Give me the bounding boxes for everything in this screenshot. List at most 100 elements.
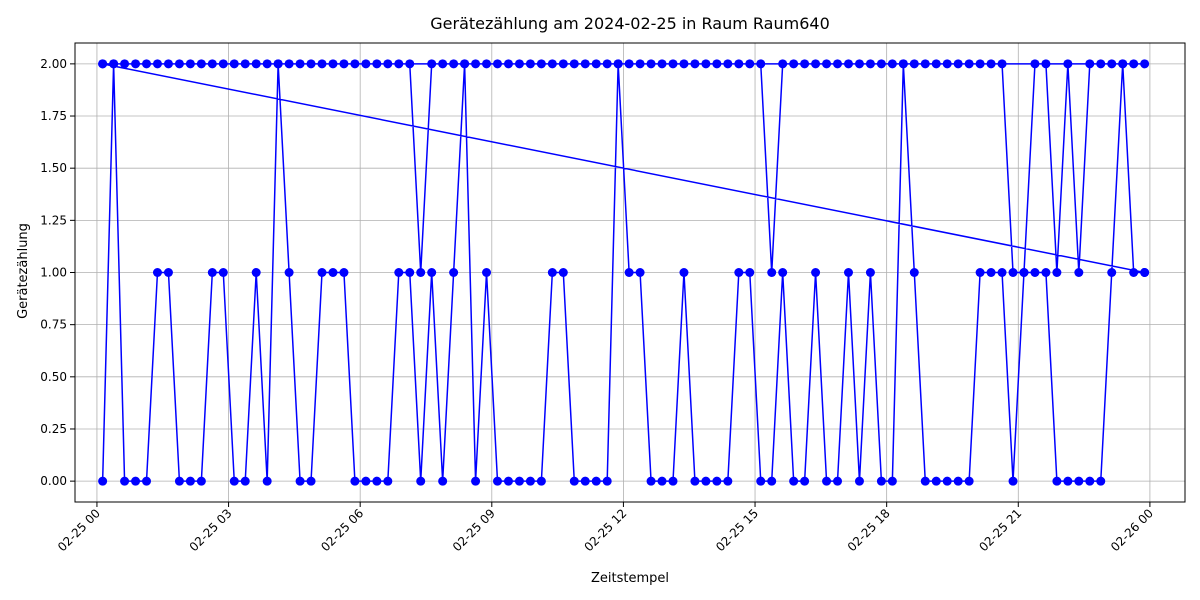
- data-point: [109, 59, 119, 69]
- data-point: [778, 59, 788, 69]
- data-point: [613, 59, 623, 69]
- data-point: [833, 476, 843, 486]
- data-point: [745, 268, 755, 277]
- data-point: [229, 476, 239, 486]
- data-point: [427, 268, 437, 277]
- data-point: [876, 476, 886, 486]
- data-point: [569, 476, 579, 486]
- data-point: [1052, 268, 1062, 277]
- data-point: [887, 59, 897, 69]
- data-point: [635, 268, 645, 277]
- data-point: [854, 476, 864, 486]
- data-point: [756, 59, 766, 69]
- data-point: [328, 268, 338, 277]
- data-point: [591, 59, 601, 69]
- data-point: [646, 476, 656, 486]
- data-point: [163, 59, 173, 69]
- data-point: [427, 59, 437, 69]
- y-tick-label: 1.50: [40, 161, 67, 175]
- data-point: [449, 59, 459, 69]
- data-point: [920, 476, 930, 486]
- data-point: [843, 59, 853, 69]
- data-point: [690, 476, 700, 486]
- data-point: [833, 59, 843, 69]
- data-point: [822, 476, 832, 486]
- data-point: [975, 268, 985, 277]
- data-point: [174, 59, 184, 69]
- chart-title: Gerätezählung am 2024-02-25 in Raum Raum…: [430, 14, 830, 33]
- data-point: [1096, 476, 1106, 486]
- data-point: [493, 59, 502, 69]
- data-point: [679, 268, 689, 277]
- data-point: [317, 268, 327, 277]
- data-point: [1085, 59, 1095, 69]
- data-point: [482, 59, 492, 69]
- data-point: [1063, 59, 1073, 69]
- data-point: [339, 268, 349, 277]
- data-point: [865, 268, 875, 277]
- data-point: [1140, 268, 1150, 277]
- data-point: [734, 59, 744, 69]
- data-point: [328, 59, 338, 69]
- data-point: [196, 476, 206, 486]
- data-point: [1030, 59, 1040, 69]
- data-point: [602, 59, 612, 69]
- data-point: [131, 59, 141, 69]
- data-point: [953, 476, 963, 486]
- data-point: [1118, 59, 1128, 69]
- data-point: [503, 476, 513, 486]
- y-axis-ticks: 0.00 0.25 0.50 0.75 1.00 1.25 1.50 1.75 2.00: [40, 57, 75, 488]
- data-point: [251, 59, 261, 69]
- y-tick-label: 1.75: [40, 109, 67, 123]
- data-point: [383, 476, 393, 486]
- data-point: [942, 476, 952, 486]
- data-point: [745, 59, 755, 69]
- data-point: [931, 476, 941, 486]
- data-point: [449, 268, 459, 277]
- data-point: [734, 268, 744, 277]
- data-point: [800, 476, 810, 486]
- data-point: [525, 476, 535, 486]
- data-point: [756, 476, 766, 486]
- data-point: [646, 59, 656, 69]
- data-point: [120, 476, 130, 486]
- data-point: [240, 476, 250, 486]
- data-point: [887, 476, 897, 486]
- data-point: [822, 59, 832, 69]
- data-point: [635, 59, 645, 69]
- data-point: [295, 59, 305, 69]
- data-point: [811, 268, 821, 277]
- data-point: [789, 476, 799, 486]
- data-point: [350, 59, 360, 69]
- data-point: [185, 59, 195, 69]
- data-point: [131, 476, 141, 486]
- data-point: [1030, 268, 1040, 277]
- data-point: [591, 476, 601, 486]
- data-point: [284, 59, 294, 69]
- data-point: [767, 268, 777, 277]
- data-point: [460, 59, 470, 69]
- data-point: [909, 59, 919, 69]
- data-point: [558, 268, 568, 277]
- data-point: [514, 476, 524, 486]
- data-point: [865, 59, 875, 69]
- data-point: [975, 59, 985, 69]
- data-point: [142, 476, 152, 486]
- data-point: [317, 59, 327, 69]
- data-point: [207, 59, 217, 69]
- data-point: [1107, 59, 1117, 69]
- data-point: [196, 59, 206, 69]
- data-point: [471, 59, 481, 69]
- data-point: [1008, 476, 1018, 486]
- y-tick-label: 2.00: [40, 57, 67, 71]
- data-point: [942, 59, 952, 69]
- data-point: [1063, 476, 1073, 486]
- data-point: [142, 59, 152, 69]
- data-point: [1074, 268, 1084, 277]
- y-tick-label: 1.00: [40, 266, 67, 280]
- data-point: [1140, 59, 1150, 69]
- data-point: [657, 59, 667, 69]
- data-point: [536, 59, 546, 69]
- data-point: [931, 59, 941, 69]
- y-tick-label: 0.00: [40, 474, 67, 488]
